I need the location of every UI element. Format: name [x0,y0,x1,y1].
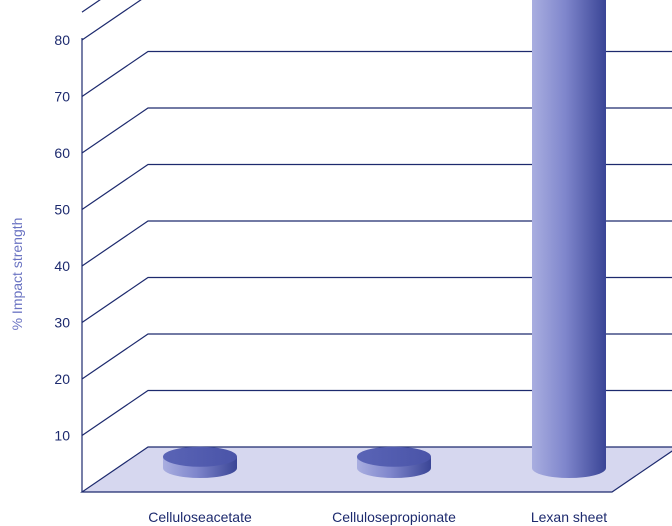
y-tick-label: 70 [54,89,70,105]
bar-top [163,446,237,467]
gridline [81,276,672,323]
bar-top [357,446,431,467]
gridlines [81,0,672,492]
y-tick-label: 40 [54,258,70,274]
gridline [81,220,672,267]
category-label: Lexan sheet [531,509,607,525]
y-tick-label: 80 [54,32,70,48]
bar-body [532,0,606,478]
y-tick-label: 20 [54,371,70,387]
gridline [81,0,142,41]
y-tick-label: 30 [54,315,70,331]
y-tick-label: 10 [54,428,70,444]
gridline [81,333,672,380]
y-axis-title: % Impact strength [9,218,25,331]
category-labels: Celluloseacetate Cellulosepropionate Lexan… [148,509,607,525]
y-tick-labels: 10 20 30 40 50 60 70 80 [54,32,70,444]
y-tick-label: 50 [54,202,70,218]
bar-lexan-sheet [532,0,606,478]
y-tick-label: 60 [54,145,70,161]
gridline [81,50,672,97]
category-label: Cellulosepropionate [332,509,456,525]
gridline [81,163,672,210]
bars [163,0,606,478]
gridline [81,389,672,436]
bar-celluloseacetate [163,446,237,478]
category-label: Celluloseacetate [148,509,252,525]
bar-cellulosepropionate [357,446,431,478]
gridline [81,107,672,154]
